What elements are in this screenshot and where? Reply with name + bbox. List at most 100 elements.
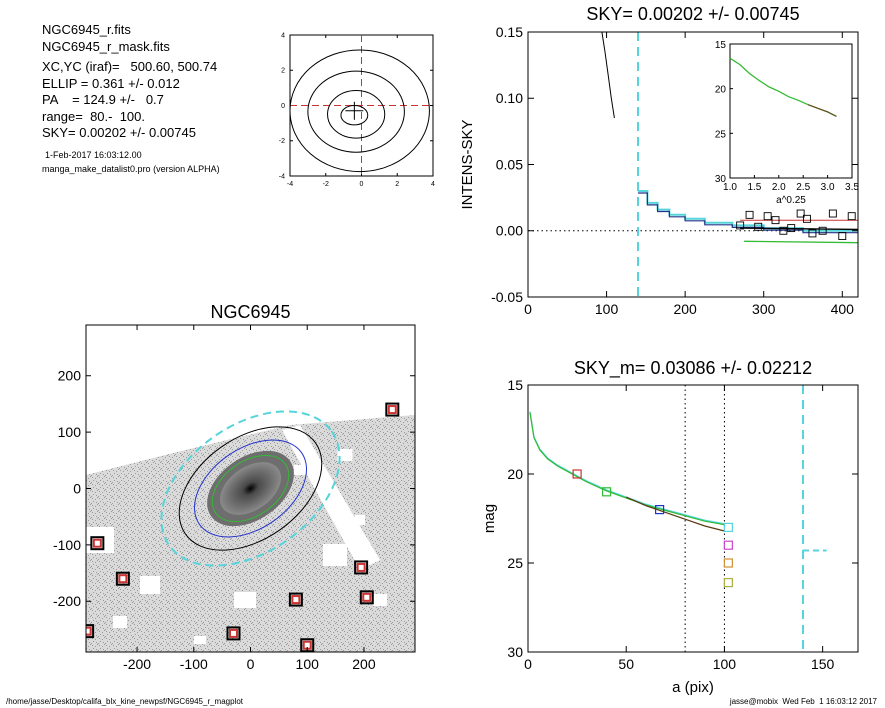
footer-stamp: jasse@mobix Wed Feb 1 16:03:12 2017 [729, 697, 877, 706]
footer-path: /home/jasse/Desktop/califa_blx_kine_newp… [6, 697, 244, 706]
star-box-outer [385, 402, 400, 417]
data-square [847, 212, 856, 221]
inset-x-tick-label: 3.0 [821, 182, 835, 193]
info-line: XC,YC (iraf)= 500.60, 500.74 [42, 59, 218, 74]
x-tick-label: -4 [287, 181, 293, 188]
y-tick-label: 0.15 [496, 24, 523, 40]
plot-area-b [528, 32, 858, 297]
galaxy-core [220, 462, 281, 515]
x-axis-label: a (pix) [672, 679, 714, 696]
data-square [754, 222, 763, 231]
chart-title: SKY= 0.00202 +/- 0.00745 [586, 4, 799, 24]
mag-profile-tail [625, 496, 725, 532]
x-tick-label: 4 [431, 181, 435, 188]
contour-line [307, 70, 405, 153]
y-tick-label: -4 [279, 173, 285, 180]
star-box-inner [362, 592, 372, 602]
profile-step-cyan [638, 190, 858, 232]
star-box-outer [90, 536, 105, 551]
star-box-outer [115, 571, 130, 586]
inset-x-tick-label: 3.5 [845, 182, 859, 193]
data-square [779, 226, 788, 235]
data-square [796, 209, 805, 218]
y-tick-label: -0.05 [491, 289, 523, 305]
x-tick-label: 400 [831, 301, 855, 317]
x-tick-label: 100 [296, 656, 320, 672]
data-square [771, 216, 780, 225]
masked-star [234, 592, 256, 608]
sky-mean-line [740, 227, 858, 231]
mag-square-olive [723, 577, 733, 588]
star-box-inner [86, 626, 92, 636]
y-tick-label: 0.10 [496, 90, 523, 106]
image-area [86, 325, 415, 652]
mag-square-green [601, 487, 612, 497]
data-square [838, 232, 847, 241]
inset-x-tick-label: 2.0 [772, 182, 786, 193]
x-tick-label: -200 [123, 656, 151, 672]
y-tick-label: 25 [507, 555, 523, 571]
y-tick-label: 0.05 [496, 156, 523, 172]
star-box-outer [226, 626, 241, 641]
y-axis-label: INTENS-SKY [459, 119, 476, 209]
info-line: NGC6945_r.fits [42, 22, 131, 37]
data-square [802, 214, 811, 223]
x-tick-label: 200 [352, 656, 376, 672]
isophote-ellipse-black [178, 426, 323, 551]
data-square [808, 229, 817, 238]
mag-profile-green [529, 412, 725, 526]
y-tick-label: 2 [281, 68, 285, 75]
data-square [763, 212, 772, 221]
star-box-inner [92, 538, 102, 548]
mag-square-cyan [723, 522, 733, 533]
y-axis-label: mag [481, 504, 498, 533]
y-tick-label: 15 [507, 377, 523, 393]
masked-star [294, 465, 306, 475]
y-tick-label: -100 [53, 537, 81, 553]
inset-y-tick-label: 25 [715, 129, 727, 140]
mag-square-magenta [723, 540, 733, 550]
y-tick-label: -2 [279, 138, 285, 145]
inset-y-tick-label: 30 [715, 174, 727, 185]
image-title: NGC6945 [210, 302, 290, 322]
x-tick-label: 0 [360, 181, 364, 188]
star-box-outer [288, 592, 303, 607]
info-line: NGC6945_r_mask.fits [42, 38, 170, 54]
inset-x-axis-label: a^0.25 [776, 195, 806, 206]
inset-x-tick-label: 2.5 [796, 182, 810, 193]
y-tick-label: 0.00 [496, 223, 523, 239]
y-tick-label: 0 [281, 103, 285, 110]
star-box-outer [86, 624, 95, 639]
inset-y-tick-label: 15 [715, 40, 727, 51]
contour-line [289, 49, 430, 173]
masked-star [355, 515, 365, 525]
lower-sigma-line [744, 240, 858, 244]
intensity-curve [601, 32, 615, 119]
chart-title: SKY_m= 0.03086 +/- 0.02212 [574, 358, 812, 379]
x-tick-label: 0 [247, 656, 255, 672]
x-tick-label: 100 [595, 301, 619, 317]
masked-star [337, 449, 353, 461]
header-info: NGC6945_r.fits NGC6945_r_mask.fits XC,YC… [42, 22, 220, 176]
mag-square-red [572, 469, 582, 479]
star-box-inner [118, 574, 128, 584]
masked-star [194, 636, 206, 644]
y-tick-label: 30 [507, 644, 523, 660]
isophote-ellipse-green [211, 454, 290, 523]
masked-sky-region [86, 325, 415, 475]
plot-area-d [529, 385, 827, 652]
inset-frame [729, 43, 853, 179]
y-tick-label: 20 [507, 466, 523, 482]
masked-star [373, 594, 387, 606]
x-tick-label: 2 [395, 181, 399, 188]
isophote-ellipse-blue [194, 439, 307, 538]
x-tick-label: -100 [180, 656, 208, 672]
star-box-outer [359, 590, 374, 605]
star-box-inner [291, 595, 301, 605]
y-tick-label: -200 [53, 593, 81, 609]
x-tick-label: 150 [811, 656, 835, 672]
mag-plot-frame [527, 384, 859, 653]
info-line: SKY= 0.00202 +/- 0.00745 [42, 125, 196, 140]
mag-square-orange [723, 558, 733, 568]
inset-x-tick-label: 1.0 [723, 182, 737, 193]
